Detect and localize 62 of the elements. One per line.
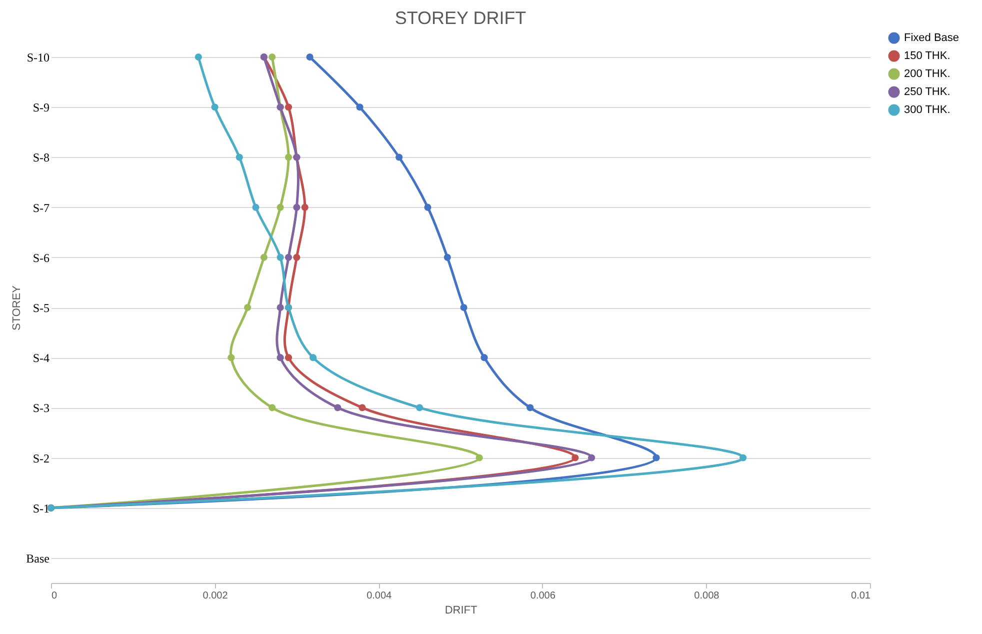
x-axis-title: DRIFT: [444, 604, 478, 616]
x-tick-label: 0.01: [851, 590, 871, 602]
y-axis-title: STOREY: [11, 284, 24, 331]
y-tick-label: S-4: [32, 351, 50, 366]
point: [460, 304, 468, 312]
point: [572, 454, 579, 462]
point: [356, 104, 364, 111]
point: [416, 404, 424, 412]
point: [284, 254, 292, 261]
point: [301, 204, 308, 211]
point: [211, 104, 218, 111]
point: [284, 154, 292, 161]
y-tick-label: S-9: [32, 100, 50, 115]
y-tick-label: S-3: [32, 401, 50, 416]
point: [480, 354, 488, 362]
point: [526, 404, 534, 412]
point: [740, 454, 747, 462]
point: [276, 304, 284, 312]
point: [293, 254, 300, 261]
point: [252, 204, 260, 211]
point: [284, 104, 292, 111]
y-tick-label: S-8: [32, 150, 50, 165]
point: [588, 454, 596, 462]
point: [194, 54, 202, 61]
x-tick-label: 0.008: [694, 590, 720, 602]
point: [293, 204, 300, 211]
x-tick-label: 0.004: [366, 590, 392, 602]
point: [268, 404, 276, 412]
y-tick-label: S-6: [32, 250, 50, 265]
y-tick-label: S-10: [26, 50, 50, 65]
y-tick-label: S-7: [32, 200, 50, 215]
y-tick-label: S-1: [32, 501, 50, 516]
point: [476, 454, 483, 462]
legend-label: 300 THK.: [904, 104, 950, 116]
point: [444, 254, 451, 261]
point: [276, 254, 284, 261]
point: [334, 404, 342, 412]
point: [358, 404, 366, 412]
legend-label: 150 THK.: [904, 50, 950, 62]
point: [306, 54, 314, 61]
point: [310, 354, 317, 362]
x-tick-label: 0: [52, 590, 58, 602]
y-tick-label: S-2: [32, 451, 50, 466]
point: [276, 204, 284, 211]
x-tick-label: 0.006: [530, 590, 556, 602]
legend-label: Fixed Base: [904, 32, 960, 44]
point: [424, 204, 432, 211]
point: [268, 54, 276, 61]
legend-label: 250 THK.: [904, 86, 950, 98]
chart-title: STOREY DRIFT: [394, 8, 526, 28]
point: [276, 354, 284, 362]
legend-label: 200 THK.: [904, 68, 950, 80]
point: [396, 154, 403, 161]
point: [652, 454, 660, 462]
y-tick-label: S-5: [32, 301, 50, 315]
point: [236, 154, 243, 161]
point: [228, 354, 235, 362]
point: [244, 304, 252, 312]
point: [260, 254, 268, 261]
y-tick-label: Base: [26, 551, 50, 566]
point: [284, 354, 292, 362]
x-tick-label: 0.002: [202, 590, 228, 602]
